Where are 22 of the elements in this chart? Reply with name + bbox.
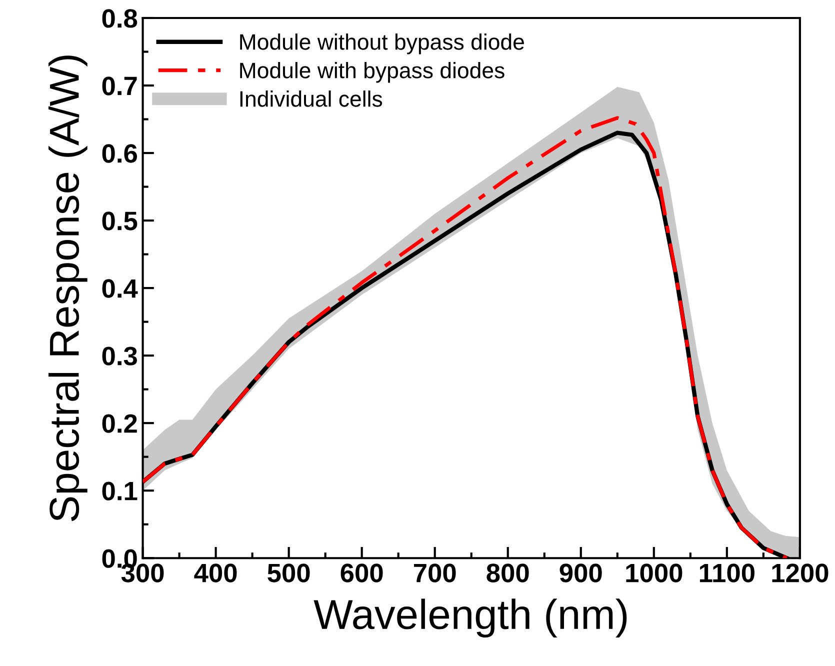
x-tick-label: 600 xyxy=(340,564,383,582)
legend-label: Individual cells xyxy=(240,90,382,107)
legend-label: Module with bypass diodes xyxy=(240,62,504,83)
y-tick-label: 0.8 xyxy=(102,9,138,28)
x-tick-label: 900 xyxy=(560,564,602,582)
x-tick-label: 800 xyxy=(486,564,529,582)
legend-label: Module without bypass diode xyxy=(240,34,524,54)
y-tick-label: 0.2 xyxy=(102,414,137,433)
x-tick-label: 1200 xyxy=(772,564,828,582)
x-tick-label: 500 xyxy=(268,564,310,582)
x-tick-label: 1000 xyxy=(626,564,682,582)
y-tick-label: 0.3 xyxy=(102,346,137,366)
y-tick-label: 0.1 xyxy=(102,482,138,500)
x-tick-label: 400 xyxy=(194,564,237,582)
y-tick-label: 0.4 xyxy=(102,279,138,298)
y-axis-title: Spectral Response (A/W) xyxy=(48,56,88,522)
x-tick-label: 1100 xyxy=(700,564,754,582)
y-tick-label: 0.5 xyxy=(102,212,138,230)
y-tick-label: 0.7 xyxy=(102,76,137,96)
y-tick-label: 0.6 xyxy=(102,144,137,163)
x-tick-label: 700 xyxy=(414,564,456,582)
x-axis-title: Wavelength (nm) xyxy=(314,598,627,638)
